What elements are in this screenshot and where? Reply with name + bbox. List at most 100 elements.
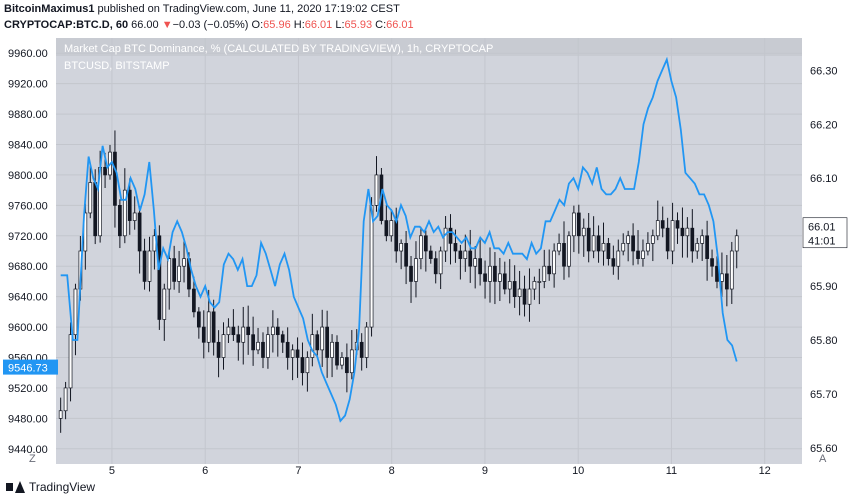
candle-body-104 bbox=[572, 212, 576, 237]
candle-body-80 bbox=[453, 243, 458, 252]
btcusd-candles bbox=[58, 130, 739, 433]
chart-title: Market Cap BTC Dominance, % (CALCULATED … bbox=[64, 43, 493, 55]
h-value: 66.01 bbox=[304, 19, 333, 31]
candle-body-32 bbox=[216, 341, 221, 358]
x-tick-label-0: 5 bbox=[109, 465, 115, 476]
candle-body-68 bbox=[394, 220, 399, 252]
candle-body-71 bbox=[409, 265, 413, 282]
candle-body-105 bbox=[576, 212, 581, 237]
candle-body-36 bbox=[236, 334, 241, 343]
candle-body-137 bbox=[734, 235, 739, 252]
candle-body-135 bbox=[725, 273, 729, 290]
right-current-label-bg bbox=[802, 217, 848, 249]
x-tick-label-1: 6 bbox=[202, 465, 208, 476]
candle-body-112 bbox=[611, 258, 616, 267]
candle-body-119 bbox=[646, 243, 650, 252]
y-left-tick-label-3: 9840.00 bbox=[8, 140, 48, 152]
candle-body-1 bbox=[63, 387, 68, 412]
candle-body-45 bbox=[280, 334, 285, 343]
candle-body-58 bbox=[345, 357, 349, 374]
author-name[interactable]: BitcoinMaximus1 bbox=[4, 3, 95, 15]
candle-body-96 bbox=[532, 281, 537, 290]
candle-body-53 bbox=[320, 326, 325, 351]
l-value: 65.93 bbox=[344, 19, 373, 31]
candle-body-110 bbox=[601, 243, 606, 252]
candle-body-116 bbox=[631, 235, 635, 252]
candle-body-54 bbox=[325, 326, 329, 358]
candle-body-81 bbox=[458, 250, 463, 259]
dominance-line bbox=[60, 56, 738, 423]
candle-body-69 bbox=[399, 243, 404, 252]
candle-body-64 bbox=[374, 174, 379, 206]
candle-body-94 bbox=[522, 288, 527, 305]
y-left-tick-label-11: 9520.00 bbox=[8, 383, 48, 395]
candle-body-55 bbox=[330, 341, 334, 358]
left-current-label-bg bbox=[3, 359, 58, 375]
time-axis[interactable]: 5 6 7 8 9 10 11 12 bbox=[109, 465, 771, 476]
symbol-name: CRYPTOCAP:BTC.D, 60 bbox=[4, 19, 129, 31]
candle-body-37 bbox=[241, 326, 246, 343]
candle-body-13 bbox=[122, 189, 127, 237]
candle-body-52 bbox=[315, 334, 320, 351]
countdown-timer: 41:01 bbox=[808, 236, 836, 248]
tradingview-logo-icon bbox=[6, 481, 25, 493]
candle-body-124 bbox=[670, 220, 675, 252]
candle-body-131 bbox=[705, 235, 709, 259]
y-left-tick-label-6: 9720.00 bbox=[8, 231, 48, 243]
candle-body-132 bbox=[710, 258, 714, 267]
candle-body-23 bbox=[172, 258, 177, 282]
auto-scale-icon[interactable]: A bbox=[819, 453, 827, 465]
x-tick-label-3: 8 bbox=[389, 465, 395, 476]
candle-body-101 bbox=[557, 243, 561, 252]
candle-body-107 bbox=[586, 227, 591, 252]
y-left-tick-label-13: 9440.00 bbox=[8, 444, 48, 456]
y-left-tick-label-12: 9480.00 bbox=[8, 413, 48, 425]
candle-body-85 bbox=[478, 258, 482, 275]
h-label: H: bbox=[293, 19, 305, 31]
candle-body-106 bbox=[581, 227, 586, 237]
candle-body-31 bbox=[211, 311, 216, 343]
candle-body-78 bbox=[443, 227, 448, 252]
candle-body-114 bbox=[621, 243, 626, 252]
l-label: L: bbox=[335, 19, 345, 31]
candle-body-33 bbox=[221, 334, 226, 358]
candle-body-79 bbox=[448, 227, 453, 244]
candle-body-47 bbox=[290, 349, 295, 358]
candle-body-88 bbox=[493, 265, 497, 282]
left-current-price: 9546.73 bbox=[8, 363, 48, 375]
right-current-label: 66.01 41:01 bbox=[802, 217, 848, 249]
footer-brand[interactable]: TradingView bbox=[29, 480, 96, 494]
candle-body-109 bbox=[596, 235, 601, 252]
candle-body-59 bbox=[349, 349, 354, 374]
candle-body-136 bbox=[729, 250, 734, 290]
candle-body-126 bbox=[680, 227, 685, 237]
x-tick-label-5: 10 bbox=[572, 465, 584, 476]
footer: TradingView bbox=[6, 480, 95, 494]
y-left-tick-label-5: 9760.00 bbox=[8, 200, 48, 212]
candle-body-93 bbox=[517, 288, 522, 297]
candle-body-128 bbox=[690, 227, 695, 252]
candle-body-108 bbox=[591, 235, 596, 252]
candle-body-72 bbox=[414, 258, 418, 282]
change-value: −0.03 (−0.05%) bbox=[172, 19, 249, 31]
c-label: C: bbox=[375, 19, 387, 31]
candle-body-121 bbox=[655, 220, 660, 237]
c-value: 66.01 bbox=[386, 19, 414, 31]
candle-body-9 bbox=[103, 166, 107, 176]
candle-body-125 bbox=[675, 220, 680, 229]
chart[interactable]: Market Cap BTC Dominance, % (CALCULATED … bbox=[0, 36, 850, 476]
candle-body-84 bbox=[473, 258, 478, 267]
right-current-price: 66.01 bbox=[808, 222, 836, 234]
y-left-tick-label-1: 9920.00 bbox=[8, 79, 48, 91]
candle-body-127 bbox=[685, 227, 690, 237]
candle-body-111 bbox=[606, 243, 611, 259]
candle-body-46 bbox=[285, 341, 290, 358]
candle-body-22 bbox=[167, 258, 172, 290]
y-left-tick-label-9: 9600.00 bbox=[8, 322, 48, 334]
title-band bbox=[56, 38, 802, 56]
timezone-icon[interactable]: Z bbox=[29, 453, 36, 465]
candle-body-44 bbox=[275, 326, 280, 336]
candle-body-15 bbox=[132, 212, 137, 221]
y-left-tick-label-8: 9640.00 bbox=[8, 292, 48, 304]
